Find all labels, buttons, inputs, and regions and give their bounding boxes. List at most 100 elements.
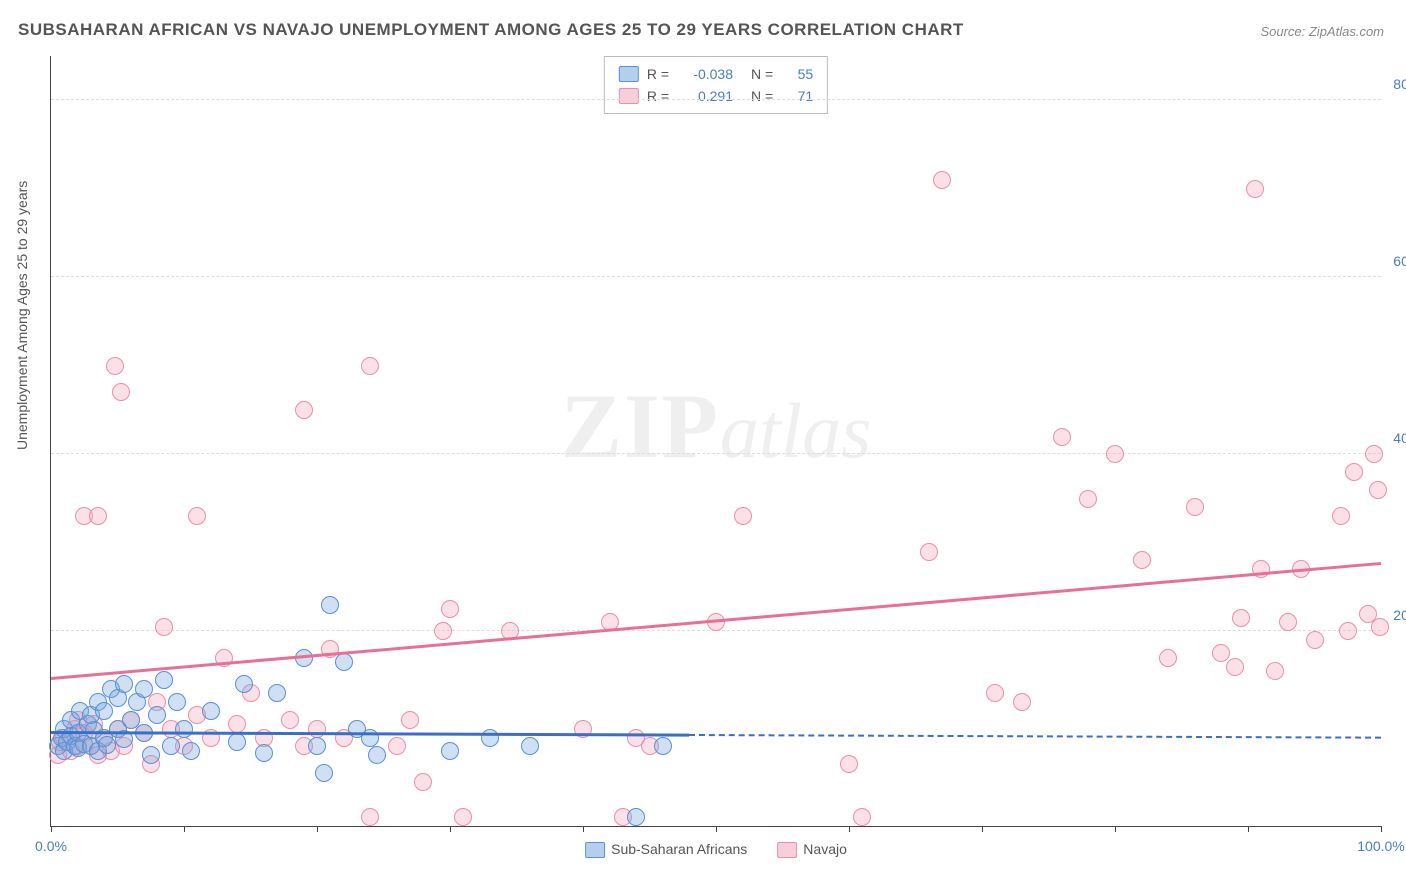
- x-tick: [1381, 826, 1382, 832]
- data-point-pink: [155, 618, 173, 636]
- data-point-blue: [368, 746, 386, 764]
- data-point-pink: [434, 622, 452, 640]
- data-point-pink: [106, 357, 124, 375]
- y-tick-label: 80.0%: [1393, 76, 1406, 92]
- correlation-legend: R =-0.038N =55R =0.291N =71: [604, 56, 828, 114]
- data-point-pink: [89, 507, 107, 525]
- data-point-pink: [454, 808, 472, 826]
- data-point-pink: [1332, 507, 1350, 525]
- data-point-blue: [315, 764, 333, 782]
- data-point-pink: [1246, 180, 1264, 198]
- data-point-pink: [112, 383, 130, 401]
- grid-line: [51, 453, 1381, 454]
- y-tick-label: 40.0%: [1393, 430, 1406, 446]
- x-tick-label: 100.0%: [1357, 838, 1404, 854]
- data-point-blue: [148, 706, 166, 724]
- data-point-pink: [1345, 463, 1363, 481]
- data-point-blue: [175, 720, 193, 738]
- data-point-pink: [401, 711, 419, 729]
- data-point-pink: [361, 357, 379, 375]
- legend-stat-row: R =0.291N =71: [619, 85, 813, 107]
- data-point-blue: [268, 684, 286, 702]
- trend-line-blue-dash: [689, 734, 1381, 739]
- x-tick: [583, 826, 584, 832]
- data-point-pink: [414, 773, 432, 791]
- x-tick: [982, 826, 983, 832]
- data-point-blue: [335, 653, 353, 671]
- data-point-pink: [1306, 631, 1324, 649]
- data-point-pink: [1279, 613, 1297, 631]
- data-point-pink: [1186, 498, 1204, 516]
- data-point-blue: [98, 736, 116, 754]
- data-point-pink: [361, 808, 379, 826]
- series-legend: Sub-Saharan Africans Navajo: [585, 841, 847, 858]
- data-point-blue: [155, 671, 173, 689]
- data-point-pink: [933, 171, 951, 189]
- x-tick: [317, 826, 318, 832]
- data-point-blue: [228, 733, 246, 751]
- data-point-pink: [1369, 481, 1387, 499]
- data-point-pink: [1365, 445, 1383, 463]
- x-tick: [1248, 826, 1249, 832]
- data-point-pink: [1252, 560, 1270, 578]
- data-point-pink: [1106, 445, 1124, 463]
- x-tick: [1115, 826, 1116, 832]
- data-point-blue: [441, 742, 459, 760]
- data-point-blue: [135, 680, 153, 698]
- watermark: ZIPatlas: [560, 373, 871, 479]
- legend-series-blue: Sub-Saharan Africans: [585, 841, 747, 858]
- data-point-pink: [1339, 622, 1357, 640]
- data-point-pink: [1266, 662, 1284, 680]
- data-point-blue: [142, 746, 160, 764]
- data-point-blue: [654, 737, 672, 755]
- data-point-blue: [308, 737, 326, 755]
- y-tick-label: 60.0%: [1393, 253, 1406, 269]
- data-point-pink: [1232, 609, 1250, 627]
- data-point-pink: [1053, 428, 1071, 446]
- y-axis-label: Unemployment Among Ages 25 to 29 years: [14, 181, 30, 450]
- legend-series-pink: Navajo: [777, 841, 847, 858]
- data-point-blue: [255, 744, 273, 762]
- chart-title: SUBSAHARAN AFRICAN VS NAVAJO UNEMPLOYMEN…: [18, 20, 964, 40]
- data-point-blue: [235, 675, 253, 693]
- source-attribution: Source: ZipAtlas.com: [1260, 24, 1384, 39]
- data-point-blue: [202, 702, 220, 720]
- data-point-pink: [188, 507, 206, 525]
- data-point-pink: [1013, 693, 1031, 711]
- data-point-pink: [1159, 649, 1177, 667]
- data-point-pink: [986, 684, 1004, 702]
- data-point-pink: [281, 711, 299, 729]
- data-point-pink: [840, 755, 858, 773]
- y-tick-label: 20.0%: [1393, 607, 1406, 623]
- data-point-blue: [521, 737, 539, 755]
- data-point-blue: [361, 729, 379, 747]
- data-point-pink: [1371, 618, 1389, 636]
- data-point-blue: [162, 737, 180, 755]
- data-point-pink: [1226, 658, 1244, 676]
- data-point-pink: [1079, 490, 1097, 508]
- x-tick: [51, 826, 52, 832]
- x-tick: [716, 826, 717, 832]
- x-tick-label: 0.0%: [35, 838, 67, 854]
- data-point-pink: [734, 507, 752, 525]
- trend-line-pink: [51, 562, 1381, 680]
- data-point-blue: [321, 596, 339, 614]
- scatter-plot-area: ZIPatlas R =-0.038N =55R =0.291N =71 Sub…: [50, 56, 1381, 827]
- data-point-pink: [920, 543, 938, 561]
- x-tick: [184, 826, 185, 832]
- data-point-pink: [441, 600, 459, 618]
- data-point-pink: [853, 808, 871, 826]
- data-point-pink: [1133, 551, 1151, 569]
- data-point-blue: [182, 742, 200, 760]
- data-point-pink: [228, 715, 246, 733]
- data-point-pink: [308, 720, 326, 738]
- data-point-pink: [388, 737, 406, 755]
- data-point-blue: [627, 808, 645, 826]
- data-point-blue: [481, 729, 499, 747]
- x-tick: [450, 826, 451, 832]
- grid-line: [51, 99, 1381, 100]
- legend-stat-row: R =-0.038N =55: [619, 63, 813, 85]
- grid-line: [51, 276, 1381, 277]
- data-point-pink: [295, 401, 313, 419]
- data-point-blue: [115, 675, 133, 693]
